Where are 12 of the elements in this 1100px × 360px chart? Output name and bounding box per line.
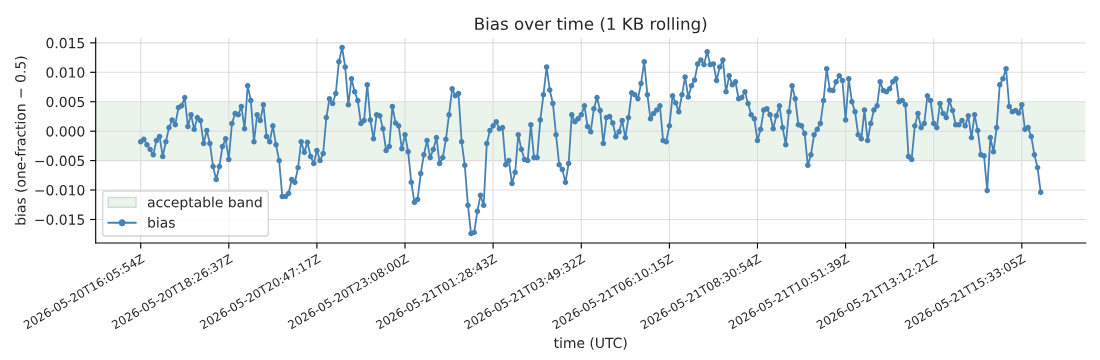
y-axis-title: bias (one-fraction − 0.5) [14, 56, 28, 225]
x-axis-title: time (UTC) [553, 337, 627, 350]
y-tick-label: 0.010 [46, 67, 85, 78]
y-tick-label: −0.005 [35, 155, 85, 167]
chart-title: Bias over time (1 KB rolling) [475, 17, 707, 34]
y-tick-label: −0.010 [35, 184, 85, 196]
y-tick-label: 0.005 [46, 96, 85, 108]
y-tick-label: 0.015 [46, 37, 85, 49]
y-tick-label: −0.015 [35, 214, 85, 225]
legend-label: bias [148, 217, 175, 228]
y-tick-label: 0.000 [46, 126, 85, 137]
legend-label: acceptable band [147, 196, 262, 211]
